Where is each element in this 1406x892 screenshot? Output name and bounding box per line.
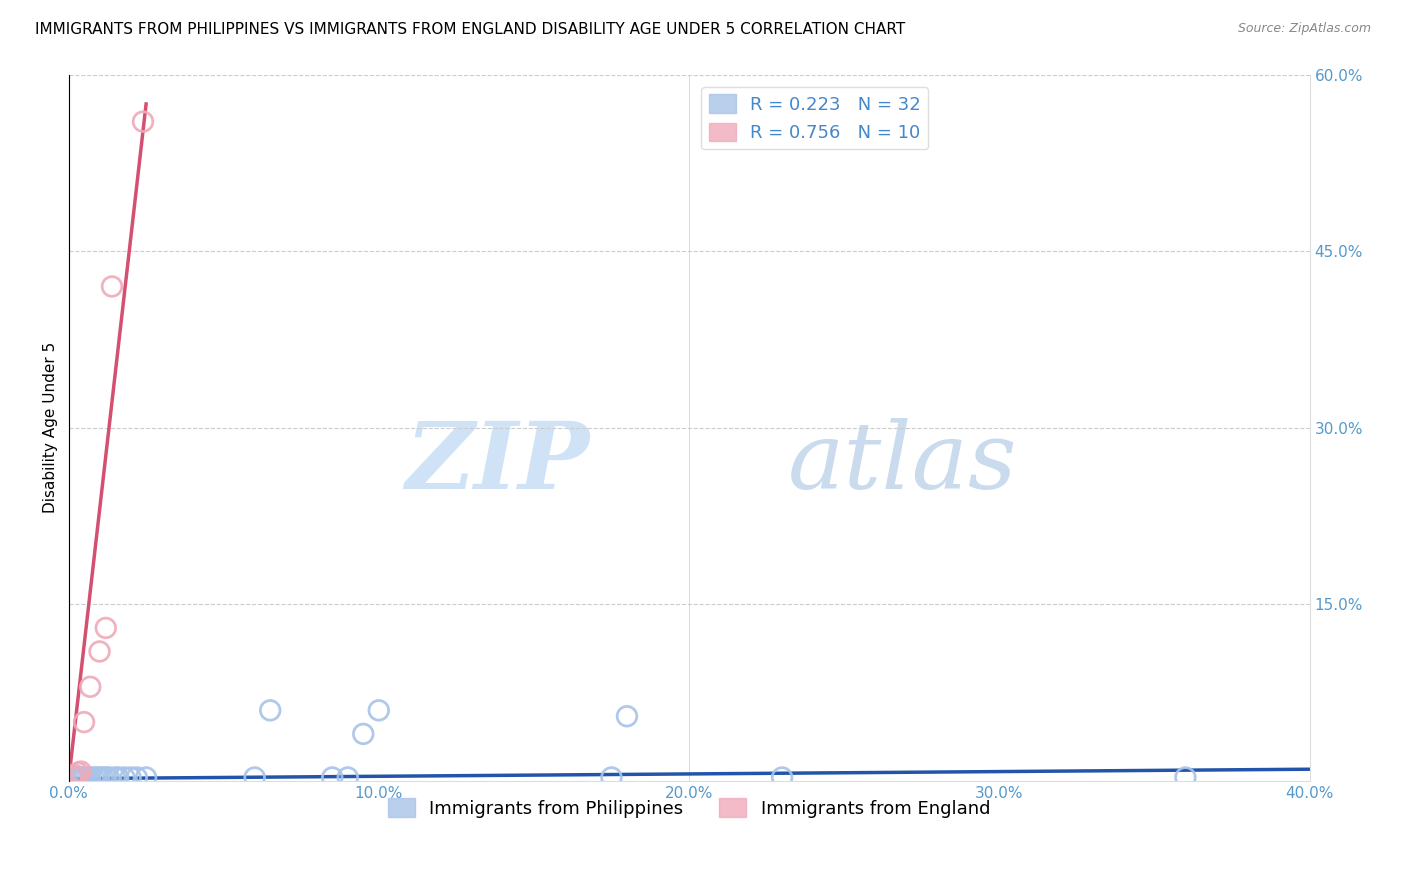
Point bbox=[73, 715, 96, 730]
Text: atlas: atlas bbox=[789, 418, 1018, 508]
Point bbox=[66, 771, 89, 785]
Point bbox=[89, 771, 111, 785]
Point bbox=[107, 771, 129, 785]
Point bbox=[132, 114, 155, 128]
Point bbox=[94, 621, 117, 635]
Point bbox=[101, 279, 124, 293]
Point bbox=[66, 771, 89, 785]
Point bbox=[125, 771, 148, 785]
Y-axis label: Disability Age Under 5: Disability Age Under 5 bbox=[44, 343, 58, 514]
Point bbox=[70, 771, 93, 785]
Point bbox=[770, 771, 793, 785]
Point bbox=[336, 771, 359, 785]
Point bbox=[94, 771, 117, 785]
Point bbox=[63, 771, 86, 785]
Text: Source: ZipAtlas.com: Source: ZipAtlas.com bbox=[1237, 22, 1371, 36]
Point bbox=[76, 771, 98, 785]
Point bbox=[91, 771, 114, 785]
Point bbox=[89, 644, 111, 658]
Point bbox=[321, 771, 343, 785]
Point bbox=[86, 771, 108, 785]
Point bbox=[367, 703, 389, 717]
Point bbox=[616, 709, 638, 723]
Point bbox=[73, 771, 96, 785]
Point bbox=[82, 771, 104, 785]
Point bbox=[600, 771, 623, 785]
Text: ZIP: ZIP bbox=[405, 418, 589, 508]
Point bbox=[135, 771, 157, 785]
Point bbox=[1174, 771, 1197, 785]
Text: IMMIGRANTS FROM PHILIPPINES VS IMMIGRANTS FROM ENGLAND DISABILITY AGE UNDER 5 CO: IMMIGRANTS FROM PHILIPPINES VS IMMIGRANT… bbox=[35, 22, 905, 37]
Point bbox=[66, 765, 89, 780]
Point bbox=[352, 727, 374, 741]
Point bbox=[120, 771, 142, 785]
Point bbox=[79, 771, 101, 785]
Point bbox=[259, 703, 281, 717]
Point bbox=[63, 768, 86, 782]
Point bbox=[60, 771, 83, 785]
Point bbox=[104, 771, 127, 785]
Legend: Immigrants from Philippines, Immigrants from England: Immigrants from Philippines, Immigrants … bbox=[381, 791, 998, 825]
Point bbox=[97, 771, 120, 785]
Point bbox=[70, 764, 93, 779]
Point bbox=[243, 771, 266, 785]
Point bbox=[60, 771, 83, 785]
Point bbox=[112, 771, 135, 785]
Point bbox=[79, 680, 101, 694]
Point bbox=[73, 771, 96, 785]
Point bbox=[70, 771, 93, 785]
